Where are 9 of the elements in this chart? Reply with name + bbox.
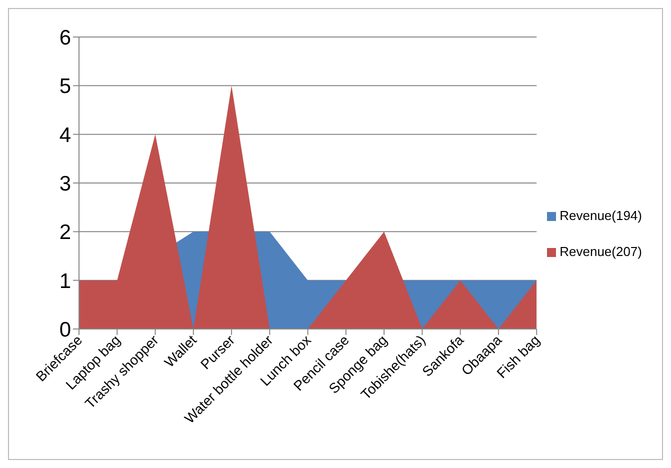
y-tick-label: 4 <box>59 124 72 147</box>
y-tick-label: 0 <box>59 318 71 342</box>
y-tick-label: 3 <box>59 172 71 196</box>
y-tick-label: 5 <box>59 75 71 98</box>
legend-label: Revenue(194) <box>560 208 642 223</box>
legend-label: Revenue(207) <box>560 244 642 259</box>
y-tick-label: 2 <box>59 221 71 244</box>
y-tick-label: 1 <box>59 270 71 293</box>
y-tick-label: 6 <box>59 26 71 50</box>
